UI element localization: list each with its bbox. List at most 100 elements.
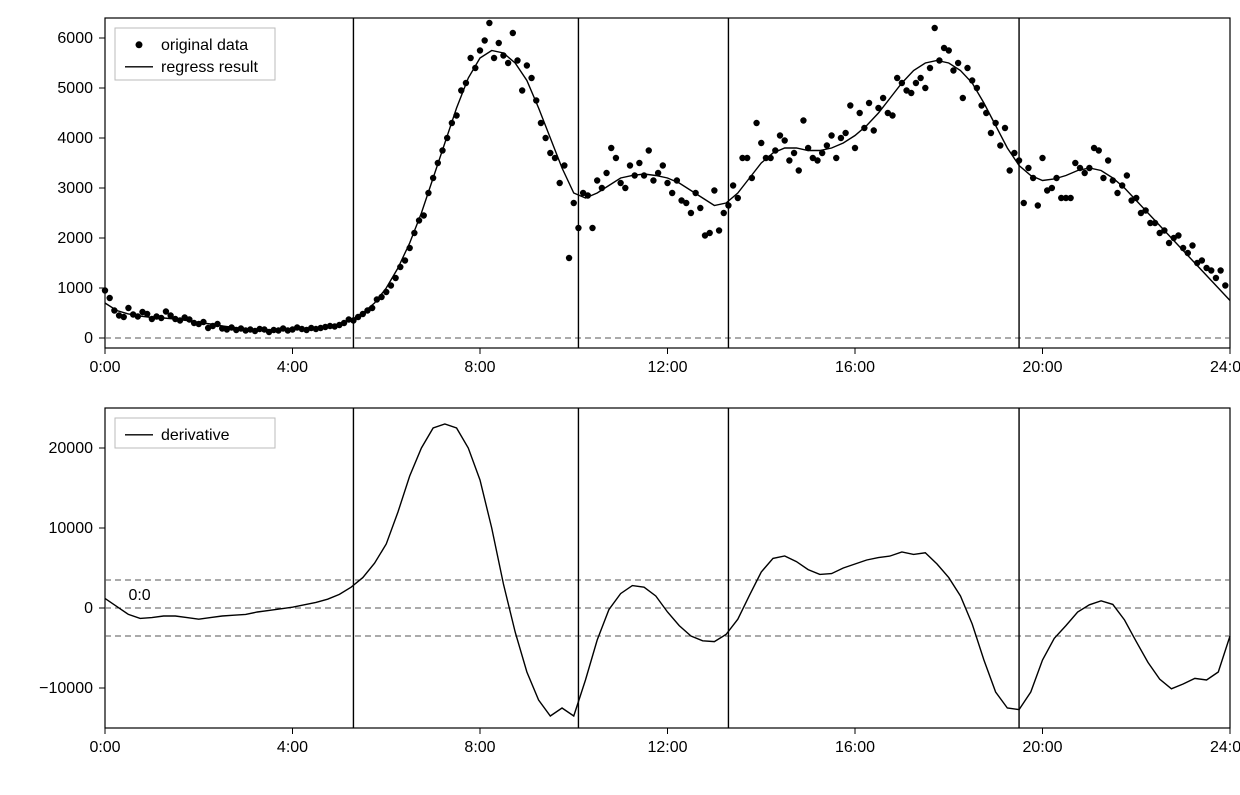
data-point (833, 155, 839, 161)
x-tick-label: 12:00 (647, 359, 687, 376)
data-point (791, 150, 797, 156)
data-point (781, 137, 787, 143)
data-point (706, 230, 712, 236)
data-point (1081, 170, 1087, 176)
x-tick-label: 4:00 (277, 739, 308, 756)
data-point (716, 227, 722, 233)
data-point (908, 90, 914, 96)
data-point (688, 210, 694, 216)
data-point (669, 190, 675, 196)
data-point (758, 140, 764, 146)
data-point (622, 185, 628, 191)
data-point (664, 180, 670, 186)
data-point (1114, 190, 1120, 196)
data-point (542, 135, 548, 141)
annotation-text: 0:0 (128, 587, 150, 604)
data-point (946, 47, 952, 53)
y-tick-label: 3000 (57, 180, 93, 197)
data-point (524, 62, 530, 68)
data-point (777, 132, 783, 138)
data-point (889, 112, 895, 118)
x-tick-label: 24:00 (1210, 739, 1240, 756)
x-tick-label: 24:00 (1210, 359, 1240, 376)
x-tick-label: 0:00 (89, 739, 120, 756)
data-point (646, 147, 652, 153)
data-point (650, 177, 656, 183)
data-point (1166, 240, 1172, 246)
data-point (608, 145, 614, 151)
data-point (842, 130, 848, 136)
data-point (856, 110, 862, 116)
y-tick-label: 0 (84, 330, 93, 347)
legend-label: original data (161, 37, 248, 54)
x-tick-label: 20:00 (1022, 359, 1062, 376)
legend: derivative (115, 418, 275, 448)
data-point (617, 180, 623, 186)
data-point (1100, 175, 1106, 181)
x-tick-label: 8:00 (464, 359, 495, 376)
data-point (1105, 157, 1111, 163)
data-point (641, 172, 647, 178)
derivative-line (105, 424, 1230, 716)
x-tick-label: 16:00 (835, 359, 875, 376)
data-point (589, 225, 595, 231)
data-point (505, 60, 511, 66)
data-point (744, 155, 750, 161)
data-point (960, 95, 966, 101)
data-point (871, 127, 877, 133)
y-tick-label: 6000 (57, 30, 93, 47)
data-point (1217, 267, 1223, 273)
data-point (1002, 125, 1008, 131)
x-tick-label: 4:00 (277, 359, 308, 376)
data-point (711, 187, 717, 193)
data-point (880, 95, 886, 101)
data-point (571, 200, 577, 206)
data-point (683, 200, 689, 206)
data-point (1039, 155, 1045, 161)
y-tick-label: 0 (84, 600, 93, 617)
data-point (838, 135, 844, 141)
y-tick-label: 10000 (49, 520, 94, 537)
data-point (491, 55, 497, 61)
data-point (627, 162, 633, 168)
x-tick-label: 0:00 (89, 359, 120, 376)
data-point (1021, 200, 1027, 206)
top-panel: 0:004:008:0012:0016:0020:0024:0001000200… (57, 18, 1240, 376)
y-tick-label: −10000 (39, 680, 93, 697)
data-point (847, 102, 853, 108)
data-point (528, 75, 534, 81)
data-point (913, 80, 919, 86)
data-point (547, 150, 553, 156)
y-tick-label: 4000 (57, 130, 93, 147)
data-point (1222, 282, 1228, 288)
data-point (106, 295, 112, 301)
data-point (1213, 275, 1219, 281)
data-point (824, 142, 830, 148)
data-point (1035, 202, 1041, 208)
data-point (467, 55, 473, 61)
data-point (1049, 185, 1055, 191)
data-point (1067, 195, 1073, 201)
data-point (894, 75, 900, 81)
data-point (922, 85, 928, 91)
data-point (1189, 242, 1195, 248)
data-point (814, 157, 820, 163)
data-point (121, 314, 127, 320)
data-point (1208, 267, 1214, 273)
data-point (866, 100, 872, 106)
data-point (1199, 257, 1205, 263)
data-point (519, 87, 525, 93)
data-point (927, 65, 933, 71)
legend-label: regress result (161, 59, 258, 76)
data-point (730, 182, 736, 188)
y-tick-label: 5000 (57, 80, 93, 97)
x-tick-label: 16:00 (835, 739, 875, 756)
data-point (1096, 147, 1102, 153)
data-point (997, 142, 1003, 148)
data-point (955, 60, 961, 66)
data-point (917, 75, 923, 81)
regress-line (105, 51, 1230, 331)
legend-label: derivative (161, 427, 230, 444)
data-point (200, 319, 206, 325)
data-point (660, 162, 666, 168)
